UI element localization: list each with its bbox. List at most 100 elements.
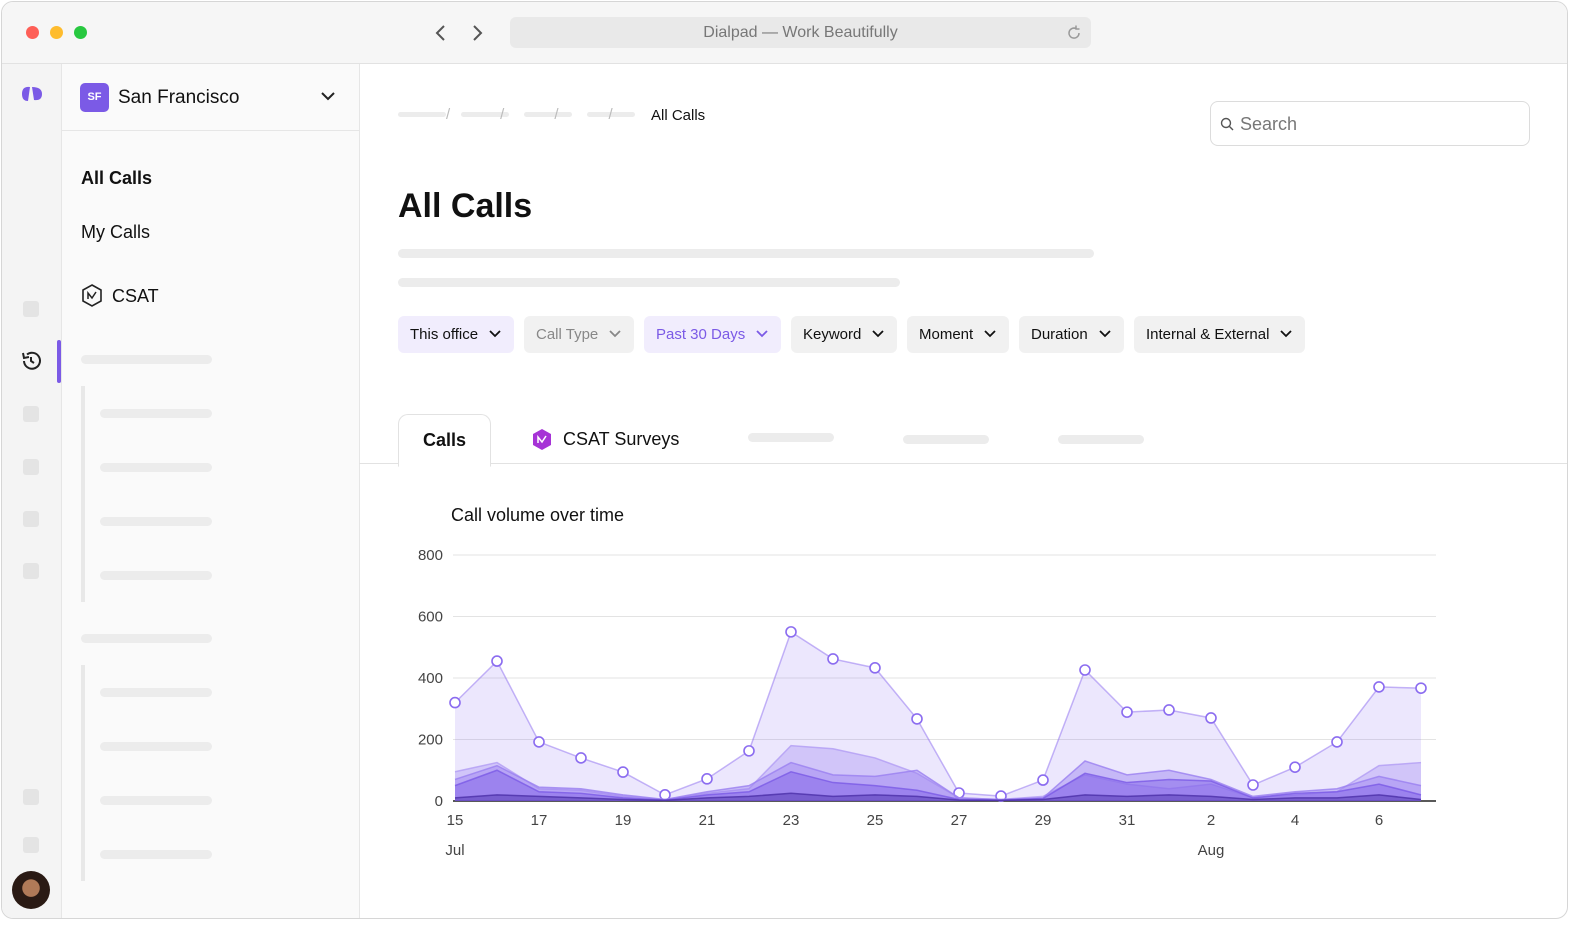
placeholder <box>398 278 900 287</box>
placeholder <box>398 112 446 117</box>
x-tick-label: 23 <box>783 812 800 829</box>
title-bar: Dialpad — Work Beautifully <box>2 2 1567 64</box>
placeholder <box>461 112 509 117</box>
nav-item[interactable]: All Calls <box>81 168 153 188</box>
data-point <box>827 653 839 665</box>
placeholder <box>524 112 572 117</box>
filter-label: Keyword <box>803 326 862 343</box>
chevron <box>1099 330 1111 338</box>
line <box>454 792 1422 802</box>
area <box>455 745 1421 801</box>
data-point <box>911 713 923 725</box>
tab-divider <box>359 463 1567 464</box>
y-tick-label: 200 <box>418 732 443 749</box>
x-tick-label: 19 <box>615 812 632 829</box>
x-tick-label: 4 <box>1291 812 1299 829</box>
chevron <box>609 330 621 338</box>
placeholder <box>398 249 1094 258</box>
data-point <box>491 655 503 667</box>
data-point <box>449 696 461 709</box>
filter-label: Moment <box>919 326 974 343</box>
office-selector[interactable]: SF San Francisco <box>62 64 359 131</box>
x-tick-label: 25 <box>867 812 884 829</box>
placeholder <box>100 796 212 805</box>
data-point <box>1205 712 1217 724</box>
csat-tab-icon <box>533 429 551 450</box>
breadcrumb-current: All Calls <box>651 107 706 124</box>
placeholder <box>100 571 212 580</box>
line <box>454 630 1422 797</box>
filter-chip[interactable]: Internal & External <box>1134 316 1306 353</box>
zoom-button[interactable] <box>74 26 87 39</box>
data-point <box>1415 682 1427 694</box>
data-point <box>785 626 797 638</box>
data-point <box>1331 736 1343 748</box>
x-tick-label: 15 <box>447 812 464 829</box>
line <box>454 760 1422 801</box>
search-icon <box>1220 117 1234 131</box>
area <box>455 761 1421 801</box>
nav-item[interactable]: My Calls <box>81 222 151 242</box>
separator: / / / / <box>446 106 613 123</box>
x-group-label: Aug <box>1198 842 1225 859</box>
icon[interactable] <box>23 406 39 422</box>
data-point <box>1289 761 1301 773</box>
x-tick-label: 2 <box>1207 812 1215 829</box>
icon[interactable] <box>23 789 39 805</box>
y-tick-label: 400 <box>418 670 443 687</box>
filter-chip[interactable]: This office <box>398 316 515 353</box>
y-tick-label: 0 <box>435 793 443 810</box>
nav-item[interactable]: CSAT <box>112 286 159 306</box>
data-point <box>1163 704 1175 716</box>
placeholder <box>100 688 212 697</box>
tree-line <box>81 386 85 602</box>
reload-icon[interactable] <box>1065 24 1083 42</box>
placeholder <box>81 634 212 643</box>
data-point <box>1121 706 1133 718</box>
icon[interactable] <box>23 837 39 853</box>
x-tick-label: 17 <box>531 812 548 829</box>
tab[interactable]: CSAT Surveys <box>563 429 680 449</box>
filter-chip[interactable]: Call Type <box>524 316 635 353</box>
filter-chip[interactable]: Duration <box>1019 316 1124 353</box>
icon[interactable] <box>23 459 39 475</box>
icon[interactable] <box>23 511 39 527</box>
filter-label: This office <box>410 326 479 343</box>
placeholder <box>748 433 834 442</box>
filter-chip[interactable]: Moment <box>907 316 1010 353</box>
placeholder <box>81 355 212 364</box>
icon[interactable] <box>23 301 39 317</box>
address-bar[interactable]: Dialpad — Work Beautifully <box>510 17 1091 48</box>
chevron <box>984 330 996 338</box>
data-point <box>869 662 881 674</box>
icon[interactable] <box>23 563 39 579</box>
search-box[interactable]: Search <box>1210 101 1530 146</box>
filter-chip[interactable]: Past 30 Days <box>644 316 782 353</box>
data-point <box>743 745 755 757</box>
filter-label: Internal & External <box>1146 326 1270 343</box>
chevron <box>489 330 501 338</box>
placeholder <box>100 850 212 859</box>
nav-arrows[interactable] <box>430 24 490 42</box>
history-icon[interactable] <box>19 349 43 373</box>
tab[interactable]: Calls <box>398 414 491 467</box>
data-point <box>617 766 629 778</box>
y-tick-label: 600 <box>418 609 443 626</box>
placeholder <box>100 409 212 418</box>
filter-label: Duration <box>1031 326 1088 343</box>
line <box>454 769 1422 801</box>
placeholder <box>100 463 212 472</box>
chevron <box>321 92 335 101</box>
icon-sidebar <box>2 64 62 918</box>
avatar[interactable] <box>12 871 50 909</box>
data-point <box>575 752 587 764</box>
minimize-button[interactable] <box>50 26 63 39</box>
tree-line <box>81 665 85 881</box>
filter-chip[interactable]: Keyword <box>791 316 898 353</box>
x-tick-label: 27 <box>951 812 968 829</box>
close-button[interactable] <box>26 26 39 39</box>
office-name: San Francisco <box>118 87 240 108</box>
app-window: Dialpad — Work Beautifully SF San Franci… <box>1 1 1568 919</box>
